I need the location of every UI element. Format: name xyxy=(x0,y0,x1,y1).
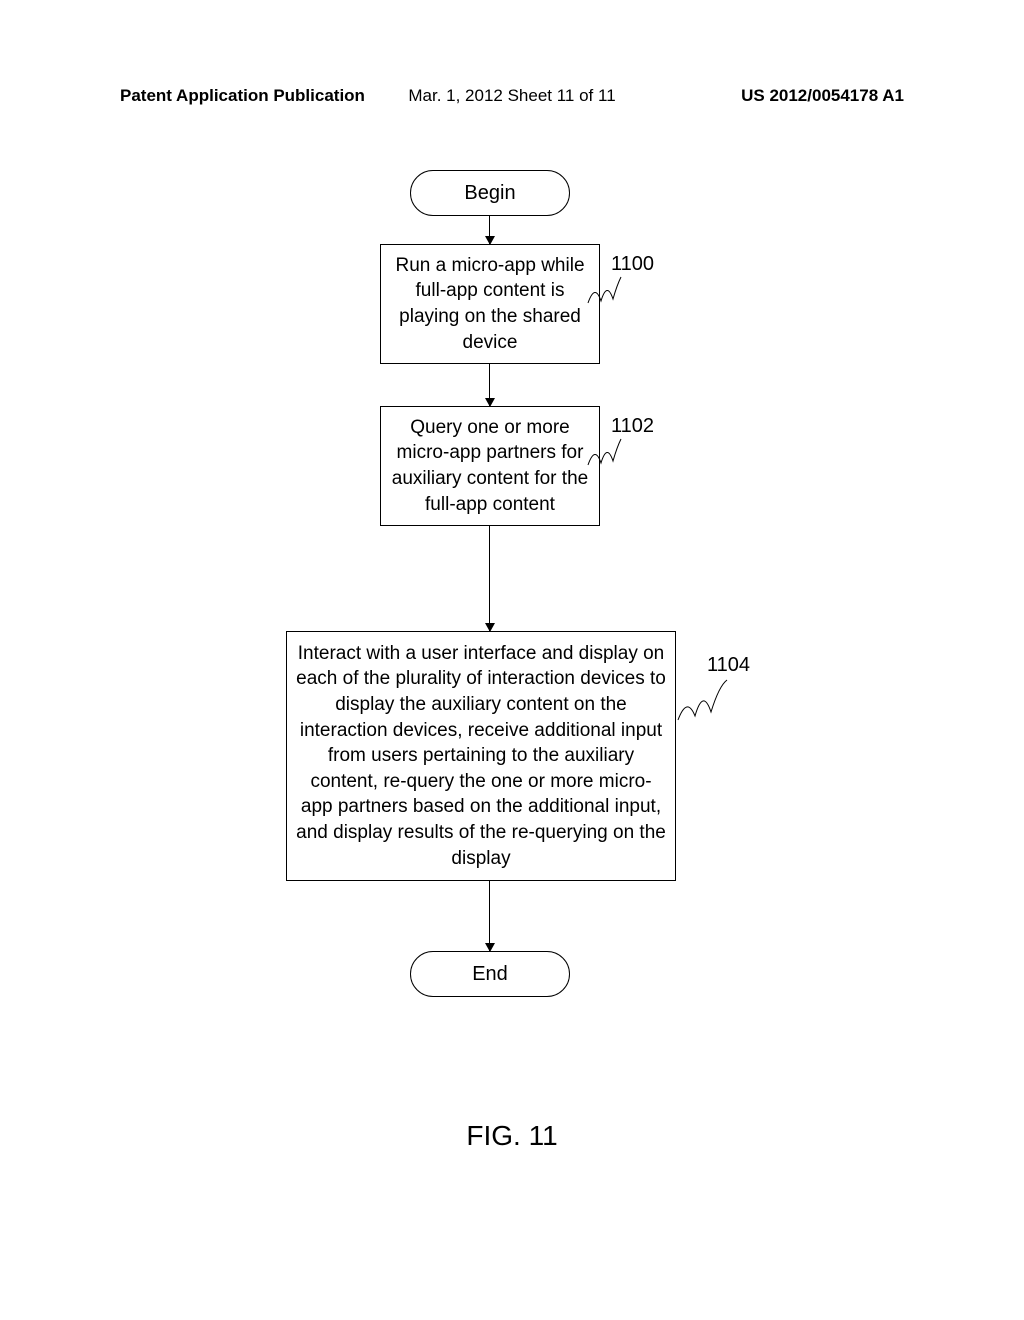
flowchart-arrow-4 xyxy=(489,881,490,951)
end-text: End xyxy=(472,963,508,986)
step2-text: Query one or more micro-app partners for… xyxy=(389,415,591,518)
flowchart-step-3: Interact with a user interface and displ… xyxy=(286,631,676,881)
flowchart-end-terminal: End xyxy=(410,951,570,997)
step3-ref-label: 1104 xyxy=(707,652,750,679)
flowchart-arrow-3 xyxy=(489,526,490,631)
flowchart-arrow-1 xyxy=(489,216,490,244)
step3-text: Interact with a user interface and displ… xyxy=(295,641,667,872)
flowchart-begin-terminal: Begin xyxy=(410,170,570,216)
step1-lead-line-icon xyxy=(585,273,625,307)
flowchart-step-2: Query one or more micro-app partners for… xyxy=(380,406,600,526)
flowchart: Begin Run a micro-app while full-app con… xyxy=(0,170,1024,997)
flowchart-arrow-2 xyxy=(489,364,490,406)
begin-text: Begin xyxy=(464,182,515,205)
step1-text: Run a micro-app while full-app content i… xyxy=(389,253,591,356)
header-right: US 2012/0054178 A1 xyxy=(741,86,904,106)
page-header: Patent Application Publication Mar. 1, 2… xyxy=(0,86,1024,106)
header-left: Patent Application Publication xyxy=(120,86,365,106)
flowchart-step-1: Run a micro-app while full-app content i… xyxy=(380,244,600,364)
header-center: Mar. 1, 2012 Sheet 11 of 11 xyxy=(408,86,615,106)
step3-lead-line-icon xyxy=(675,676,735,726)
step2-lead-line-icon xyxy=(585,435,625,469)
figure-label: FIG. 11 xyxy=(466,1120,557,1152)
